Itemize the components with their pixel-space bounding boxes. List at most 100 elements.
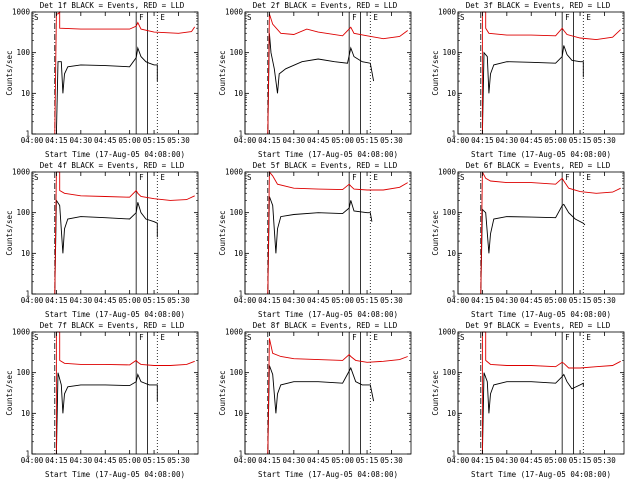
y-tick-label: 1 (25, 450, 30, 459)
series-line-lld (267, 13, 408, 135)
series-line-lld (481, 331, 621, 454)
x-tick-label: 05:15 (143, 136, 166, 145)
plot-frame (457, 331, 625, 455)
y-tick-label: 100 (16, 48, 30, 57)
x-tick-label: 04:00 (21, 296, 44, 305)
y-tick-label: 1000 (225, 8, 244, 17)
x-tick-label: 04:30 (283, 296, 306, 305)
plot-frame (31, 11, 199, 135)
y-tick-label: 100 (229, 368, 243, 377)
y-tick-label: 1 (25, 290, 30, 299)
y-tick-label: 1000 (225, 168, 244, 177)
event-marker-label: F (352, 173, 357, 182)
chart-panel-8: Det 8f BLACK = Events, RED = LLD Counts/s… (218, 321, 412, 479)
chart-panel-3: Det 3f BLACK = Events, RED = LLD Counts/s… (431, 1, 625, 159)
chart-panel-2: Det 2f BLACK = Events, RED = LLD Counts/s… (218, 1, 412, 159)
chart-panel-5: Det 5f BLACK = Events, RED = LLD Counts/s… (218, 161, 412, 319)
y-tick-label: 10 (234, 249, 244, 258)
series-line-events (481, 45, 584, 135)
x-tick-label: 04:00 (234, 136, 257, 145)
y-tick-label: 10 (447, 409, 457, 418)
event-marker-label: F (565, 13, 570, 22)
series-line-events (267, 33, 375, 135)
series-line-events (267, 196, 373, 295)
y-axis-label: Counts/sec (431, 370, 440, 415)
x-tick-label: 05:00 (544, 136, 567, 145)
y-tick-label: 10 (21, 409, 31, 418)
plot-frame (244, 11, 412, 135)
x-tick-label: 05:30 (167, 296, 190, 305)
plot-frame (31, 171, 199, 295)
event-marker-label: S (460, 173, 465, 182)
x-tick-label: 05:15 (569, 296, 592, 305)
x-axis-label: Start Time (17-Aug-05 04:08:00) (45, 310, 185, 319)
x-axis-label: Start Time (17-Aug-05 04:08:00) (471, 150, 611, 159)
x-tick-label: 04:45 (520, 136, 543, 145)
series-line-events (55, 372, 158, 455)
series-line-lld (54, 171, 195, 295)
event-marker-label: E (160, 173, 165, 182)
y-axis-label: Counts/sec (5, 50, 14, 95)
event-marker-label: F (139, 13, 144, 22)
series-line-events (54, 198, 158, 295)
chart-panel-1: Det 1f BLACK = Events, RED = LLD Counts/s… (5, 1, 199, 159)
event-marker-label: S (34, 173, 39, 182)
y-tick-label: 1000 (12, 8, 31, 17)
y-tick-label: 100 (16, 208, 30, 217)
chart-title: Det 3f BLACK = Events, RED = LLD (466, 1, 611, 10)
x-tick-label: 05:00 (331, 296, 354, 305)
x-tick-label: 04:15 (471, 456, 494, 465)
event-marker-label: F (139, 173, 144, 182)
event-marker-label: S (34, 13, 39, 22)
y-axis-label: Counts/sec (431, 210, 440, 255)
x-tick-label: 05:00 (118, 456, 141, 465)
x-tick-label: 04:45 (307, 136, 330, 145)
series-line-lld (267, 170, 408, 295)
series-line-events (267, 365, 375, 455)
event-marker-label: S (247, 13, 252, 22)
event-marker-label: F (139, 333, 144, 342)
x-tick-label: 04:15 (45, 136, 68, 145)
x-axis-label: Start Time (17-Aug-05 04:08:00) (258, 470, 398, 479)
y-tick-label: 10 (234, 409, 244, 418)
event-marker-label: S (34, 333, 39, 342)
x-tick-label: 04:45 (94, 296, 117, 305)
plot-frame (244, 331, 412, 455)
y-tick-label: 100 (16, 368, 30, 377)
y-tick-label: 100 (442, 208, 456, 217)
event-marker-label: S (247, 173, 252, 182)
x-tick-label: 04:15 (471, 136, 494, 145)
chart-title: Det 4f BLACK = Events, RED = LLD (40, 161, 185, 170)
series-line-lld (55, 331, 195, 454)
x-tick-label: 04:30 (496, 456, 519, 465)
event-marker-label: S (460, 333, 465, 342)
x-tick-label: 05:30 (167, 456, 190, 465)
x-tick-label: 05:15 (569, 136, 592, 145)
event-marker-label: S (460, 13, 465, 22)
y-tick-label: 1000 (12, 328, 31, 337)
event-marker-label: E (160, 13, 165, 22)
y-tick-label: 10 (21, 249, 31, 258)
x-tick-label: 04:15 (258, 136, 281, 145)
x-tick-label: 04:45 (94, 136, 117, 145)
x-tick-label: 05:00 (544, 296, 567, 305)
y-tick-label: 1 (25, 130, 30, 139)
series-line-lld (54, 10, 196, 135)
event-marker-label: E (160, 333, 165, 342)
y-axis-label: Counts/sec (5, 370, 14, 415)
y-axis-label: Counts/sec (218, 370, 227, 415)
event-marker-label: E (586, 13, 591, 22)
x-tick-label: 04:30 (70, 296, 93, 305)
x-axis-label: Start Time (17-Aug-05 04:08:00) (45, 150, 185, 159)
x-tick-label: 05:15 (356, 136, 379, 145)
y-tick-label: 10 (21, 89, 31, 98)
chart-title: Det 6f BLACK = Events, RED = LLD (466, 161, 611, 170)
x-tick-label: 04:45 (307, 456, 330, 465)
x-tick-label: 05:30 (380, 456, 403, 465)
x-tick-label: 04:30 (70, 456, 93, 465)
x-tick-label: 04:30 (496, 296, 519, 305)
x-tick-label: 05:00 (544, 456, 567, 465)
x-tick-label: 04:30 (70, 136, 93, 145)
plot-frame (31, 331, 199, 455)
